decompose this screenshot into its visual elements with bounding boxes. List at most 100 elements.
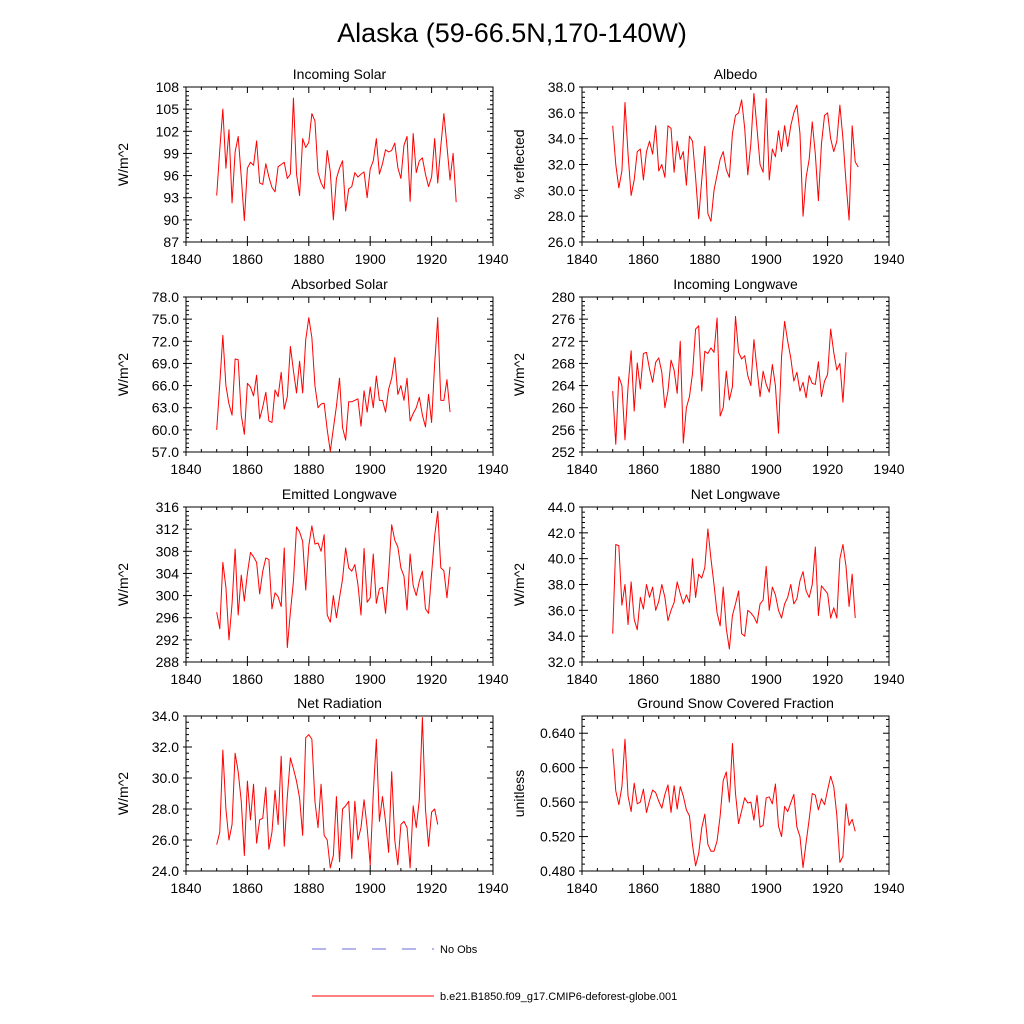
y-tick-label: 78.0 (152, 289, 179, 305)
y-tick-label: 44.0 (548, 499, 575, 515)
x-tick-label: 1840 (170, 461, 201, 477)
panel-title: Incoming Longwave (673, 276, 798, 292)
chart-panel: Ground Snow Covered Fraction unitless 0.48… (511, 695, 905, 896)
y-axis-label: unitless (511, 770, 527, 817)
x-tick-label: 1940 (873, 671, 904, 687)
y-tick-label: 0.520 (540, 829, 575, 845)
y-tick-label: 300 (156, 588, 180, 604)
x-tick-label: 1840 (566, 251, 597, 267)
x-tick-label: 1920 (416, 251, 447, 267)
y-tick-label: 288 (156, 654, 180, 670)
x-tick-label: 1940 (873, 880, 904, 896)
x-tick-label: 1900 (751, 671, 782, 687)
x-tick-label: 1920 (416, 461, 447, 477)
y-tick-label: 60.0 (152, 422, 179, 438)
x-tick-label: 1940 (477, 461, 508, 477)
x-tick-label: 1860 (628, 251, 659, 267)
y-tick-label: 42.0 (548, 525, 575, 541)
y-tick-label: 72.0 (152, 333, 179, 349)
x-tick-label: 1860 (232, 880, 263, 896)
y-axis-label: W/m^2 (115, 772, 131, 815)
y-tick-label: 0.640 (540, 725, 575, 741)
panel-title: Ground Snow Covered Fraction (637, 695, 834, 711)
x-tick-label: 1920 (812, 251, 843, 267)
x-tick-label: 1880 (293, 251, 324, 267)
x-tick-label: 1900 (355, 880, 386, 896)
plot-frame (581, 86, 890, 243)
y-axis-label: W/m^2 (115, 353, 131, 396)
x-tick-label: 1880 (293, 671, 324, 687)
y-tick-label: 105 (156, 101, 180, 117)
x-tick-label: 1840 (170, 671, 201, 687)
y-tick-label: 38.0 (548, 79, 575, 95)
x-tick-label: 1840 (170, 251, 201, 267)
x-tick-label: 1940 (873, 251, 904, 267)
x-tick-label: 1940 (477, 671, 508, 687)
series-line (216, 717, 439, 869)
plot-frame (185, 506, 494, 663)
y-tick-label: 32.0 (548, 654, 575, 670)
x-tick-label: 1840 (566, 671, 597, 687)
y-tick-label: 276 (552, 311, 576, 327)
y-tick-label: 36.0 (548, 105, 575, 121)
x-tick-label: 1900 (751, 461, 782, 477)
series-line (216, 510, 451, 649)
y-tick-label: 63.0 (152, 400, 179, 416)
series-line (612, 528, 856, 650)
y-tick-label: 99 (163, 145, 179, 161)
x-tick-label: 1860 (628, 880, 659, 896)
x-tick-label: 1860 (628, 671, 659, 687)
series-line (612, 92, 859, 222)
y-tick-label: 96 (163, 168, 179, 184)
chart-panel: Net Radiation W/m^2 24.0 26.0 28.0 30.0 32.0 34… (115, 695, 509, 896)
x-tick-label: 1840 (566, 461, 597, 477)
y-tick-label: 34.0 (548, 628, 575, 644)
y-tick-label: 26.0 (152, 832, 179, 848)
y-tick-label: 292 (156, 632, 180, 648)
panel-title: Net Radiation (297, 695, 382, 711)
y-tick-label: 57.0 (152, 444, 179, 460)
y-axis-label: % reflected (511, 129, 527, 199)
y-tick-label: 69.0 (152, 355, 179, 371)
x-tick-label: 1880 (689, 880, 720, 896)
x-tick-label: 1880 (293, 461, 324, 477)
x-tick-label: 1880 (689, 461, 720, 477)
x-tick-label: 1900 (751, 880, 782, 896)
legend: No Obs b.e21.B1850.f09_g17.CMIP6-defores… (312, 944, 677, 1003)
plot-frame (581, 506, 890, 663)
y-tick-label: 30.0 (548, 182, 575, 198)
legend-obs-label: No Obs (440, 944, 478, 956)
x-tick-label: 1860 (232, 671, 263, 687)
series-line (612, 315, 847, 445)
panel-title: Incoming Solar (293, 66, 387, 82)
x-tick-label: 1900 (355, 251, 386, 267)
x-tick-label: 1920 (812, 461, 843, 477)
y-tick-label: 30.0 (152, 770, 179, 786)
series-line (612, 738, 856, 869)
y-tick-label: 280 (552, 289, 576, 305)
panel-title: Net Longwave (691, 486, 781, 502)
plot-frame (185, 715, 494, 872)
plot-frame (185, 86, 494, 243)
y-tick-label: 36.0 (548, 602, 575, 618)
y-axis-label: W/m^2 (115, 143, 131, 186)
x-tick-label: 1940 (477, 251, 508, 267)
y-tick-label: 93 (163, 190, 179, 206)
y-tick-label: 260 (552, 400, 576, 416)
y-tick-label: 272 (552, 333, 576, 349)
y-tick-label: 0.560 (540, 794, 575, 810)
x-tick-label: 1860 (232, 251, 263, 267)
y-tick-label: 296 (156, 610, 180, 626)
y-tick-label: 28.0 (548, 208, 575, 224)
chart-panel: Albedo % reflected 26.0 28.0 30.0 32.0 34.0 36.… (511, 66, 905, 267)
chart-panel: Incoming Solar W/m^2 87 90 93 96 99 102 105 108 18… (115, 66, 509, 267)
x-tick-label: 1880 (689, 251, 720, 267)
y-tick-label: 252 (552, 444, 576, 460)
x-tick-label: 1900 (355, 671, 386, 687)
x-tick-label: 1920 (812, 671, 843, 687)
plot-frame (185, 296, 494, 453)
panel-title: Emitted Longwave (282, 486, 397, 502)
chart-panel: Emitted Longwave W/m^2 288 292 296 300 304 308 3… (115, 486, 509, 687)
x-tick-label: 1920 (416, 671, 447, 687)
x-tick-label: 1840 (170, 880, 201, 896)
